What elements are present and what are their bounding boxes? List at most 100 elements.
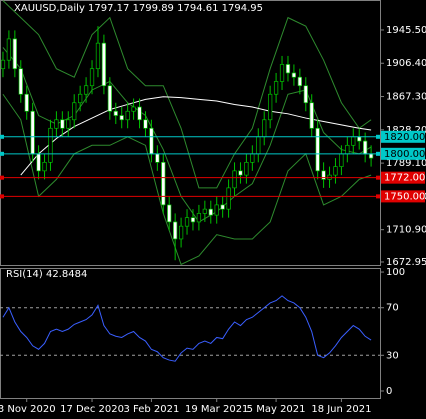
candle-body: [351, 136, 356, 146]
candle-body: [363, 140, 368, 155]
x-tick-label: 19 Mar 2021: [185, 404, 248, 415]
level-marker: [376, 151, 380, 156]
candle-body: [101, 42, 107, 87]
candle-body: [48, 127, 53, 163]
candle-body: [6, 38, 12, 61]
candle-body: [137, 106, 142, 121]
y-tick-label: 1867.30: [386, 92, 426, 103]
level-marker: [0, 194, 4, 199]
candle-body: [107, 85, 112, 112]
candle-body: [66, 119, 71, 129]
x-tick-label: 18 Jun 2021: [311, 404, 371, 415]
y-tick-label: 1906.40: [386, 58, 426, 69]
candle-body: [125, 110, 130, 121]
candle-body: [78, 93, 83, 104]
y-tick-label: 1710.90: [386, 225, 426, 236]
level-label: 1772.00: [384, 173, 425, 184]
candle-body: [12, 38, 17, 70]
level-marker: [376, 194, 380, 199]
candle-body: [220, 204, 225, 210]
candle-body: [232, 170, 237, 189]
level-marker: [0, 134, 4, 139]
candle-body: [149, 127, 154, 155]
candle-body: [18, 68, 23, 95]
price-title: XAUUSD,Daily 1797.17 1799.89 1794.61 179…: [14, 3, 263, 14]
candle-body: [95, 42, 101, 70]
x-tick-label: 3 Feb 2021: [123, 404, 179, 415]
x-tick-label: 17 Dec 2020: [60, 404, 124, 415]
candle-body: [155, 153, 160, 163]
rsi-line: [2, 295, 372, 362]
candle-body: [202, 208, 207, 214]
y-tick-label: 1672.95: [386, 257, 426, 268]
candle-body: [262, 119, 267, 138]
candle-body: [24, 93, 29, 112]
x-tick-label: 3 Nov 2020: [0, 404, 56, 415]
candle-body: [357, 136, 362, 142]
level-label: 1820.00: [384, 132, 425, 143]
candle-body: [190, 217, 196, 223]
candle-body: [178, 225, 184, 240]
candle-body: [42, 161, 47, 172]
rsi-frame: [0, 268, 381, 399]
candle-body: [309, 102, 314, 129]
candle-body: [226, 187, 231, 210]
candle-body: [131, 106, 136, 112]
candle-body: [60, 119, 65, 129]
level-label-box: [381, 147, 425, 160]
candle-body: [30, 110, 35, 155]
candle-body: [339, 153, 344, 167]
candle-body: [291, 72, 297, 78]
candle-body: [321, 170, 326, 180]
candle-body: [184, 217, 190, 227]
candle-body: [173, 221, 178, 240]
rsi-title: RSI(14) 42.8484: [6, 269, 87, 280]
candle-body: [285, 64, 291, 74]
candle-body: [119, 115, 124, 121]
candle-body: [54, 119, 59, 129]
level-marker: [0, 151, 4, 156]
candle-body: [279, 64, 285, 82]
candle-body: [208, 208, 213, 216]
candle-body: [273, 81, 279, 95]
x-tick-label: 5 May 2021: [247, 404, 306, 415]
overlay-line: [2, 93, 372, 266]
level-label-box: [381, 130, 425, 143]
level-label: 1800.00: [384, 149, 425, 160]
y-tick-label: 100: [386, 267, 405, 278]
price-frame: [0, 0, 381, 266]
overlay-line: [2, 47, 372, 223]
y-tick-label: 70: [386, 303, 399, 314]
candle-body: [0, 59, 6, 70]
candle-body: [256, 136, 261, 155]
candle-body: [113, 110, 118, 116]
candle-body: [268, 93, 273, 121]
y-tick-label: 30: [386, 350, 399, 361]
candle-body: [238, 170, 243, 176]
y-tick-label: 0: [386, 386, 392, 397]
y-tick-label: 1789.10: [386, 158, 426, 169]
level-label-box: [381, 190, 425, 203]
candle-body: [36, 153, 41, 172]
level-label-box: [381, 171, 425, 184]
candle-body: [167, 204, 172, 223]
candle-body: [345, 144, 350, 155]
candle-body: [315, 127, 320, 172]
candle-body: [303, 85, 308, 104]
candle-body: [72, 102, 77, 121]
candle-body: [143, 119, 148, 129]
candle-body: [89, 68, 95, 87]
level-marker: [0, 175, 4, 180]
candle-body: [83, 85, 89, 95]
level-marker: [376, 175, 380, 180]
y-tick-label: 1945.50: [386, 25, 426, 36]
candle-body: [214, 204, 219, 216]
level-label: 1750.00: [384, 191, 425, 202]
candle-body: [297, 76, 302, 87]
candle-body: [161, 161, 166, 206]
candle-body: [333, 166, 338, 176]
candle-body: [368, 153, 374, 159]
candle-body: [250, 153, 255, 163]
candle-body: [196, 213, 202, 223]
